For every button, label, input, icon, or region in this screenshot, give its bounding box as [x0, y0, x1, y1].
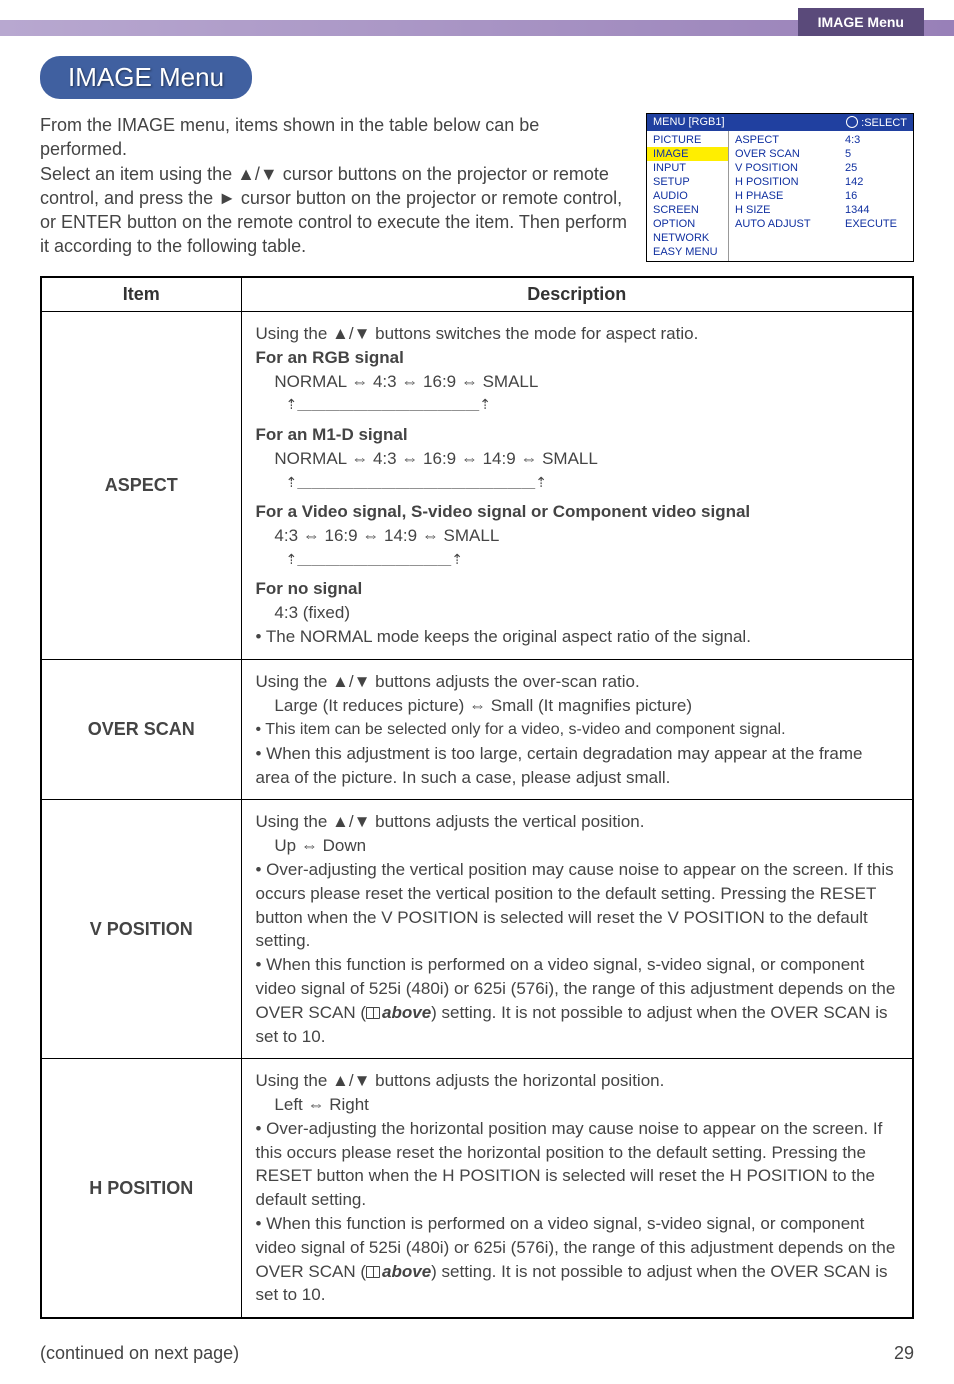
preview-right-value: 142 — [845, 176, 863, 188]
arrow-line-2: ⇡＿＿＿＿＿＿＿＿＿＿＿＿＿＿＿＿＿⇡ — [286, 473, 899, 493]
preview-right-value: 1344 — [845, 204, 869, 216]
preview-left-item: OPTION — [647, 217, 728, 231]
preview-left-item: IMAGE — [647, 147, 728, 161]
preview-right-value: 5 — [845, 148, 851, 160]
item-aspect: ASPECT — [41, 312, 241, 660]
intro-p1: From the IMAGE menu, items shown in the … — [40, 115, 539, 159]
arrow-line-3: ⇡＿＿＿＿＿＿＿＿＿＿＿⇡ — [286, 550, 899, 570]
preview-right-item: V POSITION25 — [729, 161, 913, 175]
preview-right-item: AUTO ADJUSTEXECUTE — [729, 217, 913, 231]
preview-right-value: 16 — [845, 190, 857, 202]
aspect-o4: 4:3 (fixed) — [274, 603, 350, 622]
preview-right-label: OVER SCAN — [735, 148, 845, 160]
preview-left-item: SCREEN — [647, 203, 728, 217]
preview-left-item: SETUP — [647, 175, 728, 189]
menu-preview-header-right: :SELECT — [846, 116, 907, 129]
menu-preview: MENU [RGB1] :SELECT PICTUREIMAGEINPUTSET… — [646, 113, 914, 262]
preview-right-value: 25 — [845, 162, 857, 174]
vpos-l1: Using the ▲/▼ buttons adjusts the vertic… — [256, 812, 645, 831]
hpos-link: above — [382, 1262, 431, 1281]
vpos-l3: • Over-adjusting the vertical position m… — [256, 860, 894, 950]
book-icon — [366, 1007, 380, 1019]
content-area: IMAGE Menu From the IMAGE menu, items sh… — [0, 36, 954, 1339]
th-desc: Description — [241, 277, 913, 312]
aspect-o3: 4:3 ⇔ 16:9 ⇔ 14:9 ⇔ SMALL — [274, 526, 499, 545]
menu-preview-right-col: ASPECT4:3OVER SCAN5V POSITION25H POSITIO… — [729, 131, 913, 261]
preview-left-item: INPUT — [647, 161, 728, 175]
preview-right-label: AUTO ADJUST — [735, 218, 845, 230]
table-row: ASPECT Using the ▲/▼ buttons switches th… — [41, 312, 913, 660]
th-item: Item — [41, 277, 241, 312]
overscan-l4: • When this adjustment is too large, cer… — [256, 744, 863, 787]
hpos-l3: • Over-adjusting the horizontal position… — [256, 1119, 883, 1209]
preview-right-item: H PHASE16 — [729, 189, 913, 203]
desc-overscan: Using the ▲/▼ buttons adjusts the over-s… — [241, 659, 913, 800]
intro-p2: Select an item using the ▲/▼ cursor butt… — [40, 164, 627, 257]
aspect-h1: For an RGB signal — [256, 348, 404, 367]
arrow-line-1: ⇡＿＿＿＿＿＿＿＿＿＿＿＿＿⇡ — [286, 395, 899, 415]
desc-hposition: Using the ▲/▼ buttons adjusts the horizo… — [241, 1059, 913, 1318]
book-icon — [366, 1266, 380, 1278]
hpos-l2: Left ⇔ Right — [274, 1095, 369, 1114]
table-row: H POSITION Using the ▲/▼ buttons adjusts… — [41, 1059, 913, 1318]
aspect-h3: For a Video signal, S-video signal or Co… — [256, 502, 751, 521]
menu-preview-header: MENU [RGB1] :SELECT — [647, 114, 913, 131]
table-row: V POSITION Using the ▲/▼ buttons adjusts… — [41, 800, 913, 1059]
aspect-l1: Using the ▲/▼ buttons switches the mode … — [256, 324, 699, 343]
vpos-l2: Up ⇔ Down — [274, 836, 366, 855]
select-icon — [846, 116, 858, 128]
overscan-l2: Large (It reduces picture) ⇔ Small (It m… — [274, 696, 692, 715]
overscan-l1: Using the ▲/▼ buttons adjusts the over-s… — [256, 672, 640, 691]
preview-left-item: EASY MENU — [647, 245, 728, 259]
item-overscan: OVER SCAN — [41, 659, 241, 800]
item-vposition: V POSITION — [41, 800, 241, 1059]
preview-right-label: H SIZE — [735, 204, 845, 216]
hpos-l1: Using the ▲/▼ buttons adjusts the horizo… — [256, 1071, 665, 1090]
desc-vposition: Using the ▲/▼ buttons adjusts the vertic… — [241, 800, 913, 1059]
preview-right-label: H PHASE — [735, 190, 845, 202]
select-label: :SELECT — [861, 117, 907, 129]
preview-right-label: V POSITION — [735, 162, 845, 174]
preview-left-item: NETWORK — [647, 231, 728, 245]
section-tag: IMAGE Menu — [798, 8, 924, 36]
menu-title: IMAGE Menu — [40, 56, 252, 99]
preview-left-item: AUDIO — [647, 189, 728, 203]
menu-preview-left-col: PICTUREIMAGEINPUTSETUPAUDIOSCREENOPTIONN… — [647, 131, 729, 261]
preview-right-item: ASPECT4:3 — [729, 133, 913, 147]
overscan-l3: • This item can be selected only for a v… — [256, 721, 786, 738]
item-hposition: H POSITION — [41, 1059, 241, 1318]
page-container: IMAGE Menu IMAGE Menu From the IMAGE men… — [0, 20, 954, 1384]
intro-row: From the IMAGE menu, items shown in the … — [40, 113, 914, 262]
preview-right-item: H POSITION142 — [729, 175, 913, 189]
table-row: OVER SCAN Using the ▲/▼ buttons adjusts … — [41, 659, 913, 800]
vpos-link: above — [382, 1003, 431, 1022]
preview-right-item: OVER SCAN5 — [729, 147, 913, 161]
aspect-h2: For an M1-D signal — [256, 425, 408, 444]
aspect-o2: NORMAL ⇔ 4:3 ⇔ 16:9 ⇔ 14:9 ⇔ SMALL — [274, 449, 597, 468]
footer: (continued on next page) 29 — [0, 1339, 954, 1384]
preview-right-label: H POSITION — [735, 176, 845, 188]
preview-right-item: H SIZE1344 — [729, 203, 913, 217]
intro-text: From the IMAGE menu, items shown in the … — [40, 113, 630, 262]
aspect-note: • The NORMAL mode keeps the original asp… — [256, 627, 751, 646]
menu-preview-body: PICTUREIMAGEINPUTSETUPAUDIOSCREENOPTIONN… — [647, 131, 913, 261]
desc-aspect: Using the ▲/▼ buttons switches the mode … — [241, 312, 913, 660]
preview-right-value: 4:3 — [845, 134, 860, 146]
preview-right-value: EXECUTE — [845, 218, 897, 230]
preview-left-item: PICTURE — [647, 133, 728, 147]
aspect-h4: For no signal — [256, 579, 363, 598]
table-header-row: Item Description — [41, 277, 913, 312]
main-table: Item Description ASPECT Using the ▲/▼ bu… — [40, 276, 914, 1319]
preview-right-label: ASPECT — [735, 134, 845, 146]
aspect-o1: NORMAL ⇔ 4:3 ⇔ 16:9 ⇔ SMALL — [274, 372, 538, 391]
menu-preview-header-left: MENU [RGB1] — [653, 116, 725, 129]
